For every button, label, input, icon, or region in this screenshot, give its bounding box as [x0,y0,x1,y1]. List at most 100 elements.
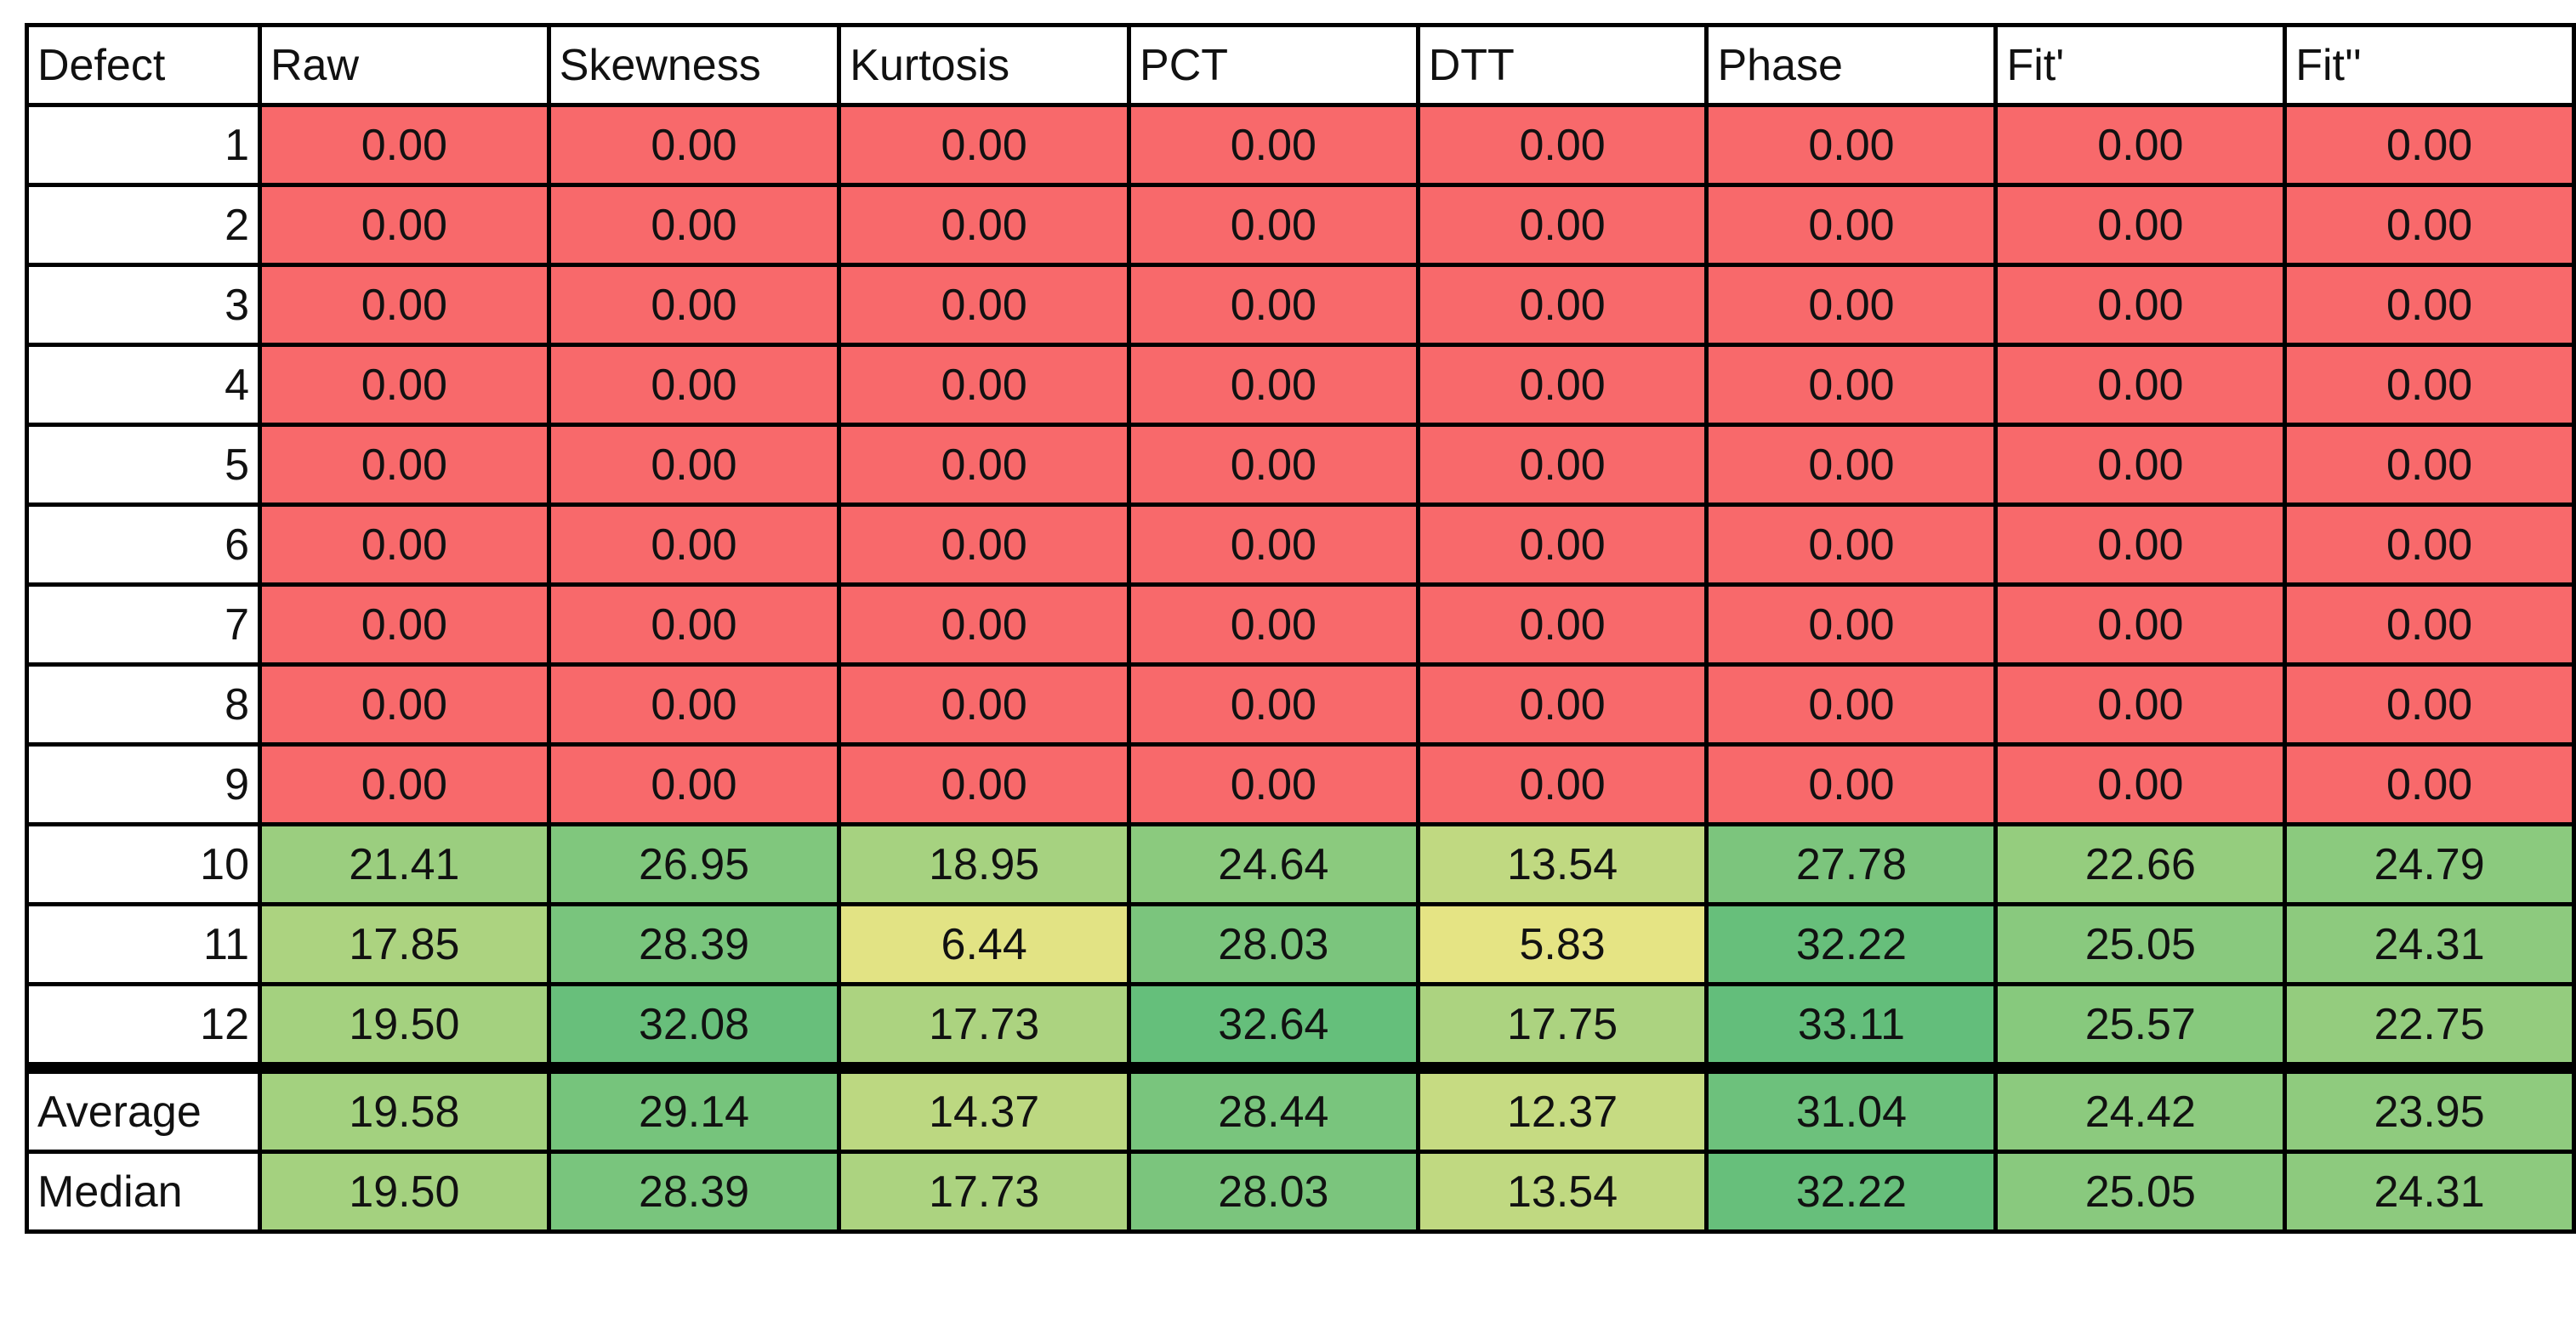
value-cell: 19.50 [258,1150,551,1234]
value-cell: 0.00 [258,582,551,667]
value-cell: 32.22 [1704,902,1999,986]
value-cell: 0.00 [1993,103,2288,187]
value-cell: 12.37 [1415,1062,1709,1154]
data-row: 7 0.00 0.00 0.00 0.00 0.00 0.00 0.00 0.00 [25,582,2576,667]
row-label: 11 [25,902,262,986]
value-cell: 0.00 [1993,662,2288,747]
value-cell: 0.00 [546,263,842,347]
value-cell: 0.00 [1127,183,1420,267]
value-cell: 0.00 [258,662,551,747]
row-label: Median [25,1150,262,1234]
value-cell: 0.00 [1127,423,1420,507]
row-label: 7 [25,582,262,667]
value-cell: 0.00 [1993,423,2288,507]
data-row: 3 0.00 0.00 0.00 0.00 0.00 0.00 0.00 0.00 [25,263,2576,347]
data-row: 8 0.00 0.00 0.00 0.00 0.00 0.00 0.00 0.00 [25,662,2576,747]
value-cell: 0.00 [1704,423,1999,507]
row-label: 6 [25,503,262,587]
value-cell: 17.85 [258,902,551,986]
value-cell: 0.00 [1415,582,1709,667]
column-header: Phase [1704,23,1999,107]
value-cell: 0.00 [1993,263,2288,347]
value-cell: 24.31 [2283,1150,2576,1234]
value-cell: 0.00 [1993,582,2288,667]
value-cell: 0.00 [546,503,842,587]
value-cell: 0.00 [1415,662,1709,747]
column-header: Fit' [1993,23,2288,107]
value-cell: 0.00 [2283,263,2576,347]
value-cell: 0.00 [1415,183,1709,267]
value-cell: 0.00 [258,183,551,267]
value-cell: 0.00 [837,582,1132,667]
row-label: 2 [25,183,262,267]
value-cell: 0.00 [2283,742,2576,826]
value-cell: 0.00 [1127,503,1420,587]
value-cell: 0.00 [1415,263,1709,347]
value-cell: 0.00 [546,343,842,427]
value-cell: 0.00 [258,503,551,587]
value-cell: 22.66 [1993,822,2288,906]
value-cell: 0.00 [1704,582,1999,667]
value-cell: 28.03 [1127,1150,1420,1234]
value-cell: 0.00 [1993,343,2288,427]
value-cell: 0.00 [837,503,1132,587]
data-row: 6 0.00 0.00 0.00 0.00 0.00 0.00 0.00 0.00 [25,503,2576,587]
value-cell: 0.00 [258,742,551,826]
value-cell: 0.00 [2283,343,2576,427]
column-header: Fit'' [2283,23,2576,107]
value-cell: 25.05 [1993,1150,2288,1234]
value-cell: 28.39 [546,902,842,986]
value-cell: 0.00 [837,183,1132,267]
value-cell: 21.41 [258,822,551,906]
value-cell: 0.00 [546,423,842,507]
value-cell: 0.00 [837,742,1132,826]
value-cell: 28.44 [1127,1062,1420,1154]
value-cell: 32.64 [1127,982,1420,1070]
column-header: DTT [1415,23,1709,107]
value-cell: 0.00 [1415,103,1709,187]
row-label: 8 [25,662,262,747]
value-cell: 0.00 [1704,183,1999,267]
value-cell: 17.73 [837,1150,1132,1234]
value-cell: 0.00 [2283,582,2576,667]
value-cell: 0.00 [546,183,842,267]
value-cell: 0.00 [1704,503,1999,587]
value-cell: 0.00 [2283,423,2576,507]
row-label: 5 [25,423,262,507]
data-row: 11 17.85 28.39 6.44 28.03 5.83 32.22 25.05 24.31 [25,902,2576,986]
value-cell: 0.00 [1704,343,1999,427]
value-cell: 27.78 [1704,822,1999,906]
row-label: 3 [25,263,262,347]
value-cell: 0.00 [837,263,1132,347]
value-cell: 25.57 [1993,982,2288,1070]
row-label: 1 [25,103,262,187]
value-cell: 0.00 [258,343,551,427]
value-cell: 5.83 [1415,902,1709,986]
value-cell: 0.00 [1415,503,1709,587]
value-cell: 24.42 [1993,1062,2288,1154]
row-label: Average [25,1062,262,1154]
value-cell: 17.73 [837,982,1132,1070]
value-cell: 23.95 [2283,1062,2576,1154]
row-label: 9 [25,742,262,826]
value-cell: 0.00 [546,742,842,826]
value-cell: 19.50 [258,982,551,1070]
value-cell: 0.00 [546,582,842,667]
results-table: Defect Raw Skewness Kurtosis PCT DTT Phase Fit'… [25,23,2576,1234]
summary-row: Average 19.58 29.14 14.37 28.44 12.37 31.04 24.… [25,1062,2576,1154]
value-cell: 0.00 [1127,662,1420,747]
data-row: 1 0.00 0.00 0.00 0.00 0.00 0.00 0.00 0.00 [25,103,2576,187]
data-row: 12 19.50 32.08 17.73 32.64 17.75 33.11 25.57 22.… [25,982,2576,1070]
value-cell: 33.11 [1704,982,1999,1070]
value-cell: 0.00 [1704,103,1999,187]
value-cell: 0.00 [837,423,1132,507]
data-row: 4 0.00 0.00 0.00 0.00 0.00 0.00 0.00 0.00 [25,343,2576,427]
value-cell: 0.00 [1704,742,1999,826]
value-cell: 31.04 [1704,1062,1999,1154]
value-cell: 0.00 [837,103,1132,187]
data-row: 5 0.00 0.00 0.00 0.00 0.00 0.00 0.00 0.00 [25,423,2576,507]
value-cell: 0.00 [1993,183,2288,267]
row-label: 12 [25,982,262,1070]
data-row: 2 0.00 0.00 0.00 0.00 0.00 0.00 0.00 0.00 [25,183,2576,267]
